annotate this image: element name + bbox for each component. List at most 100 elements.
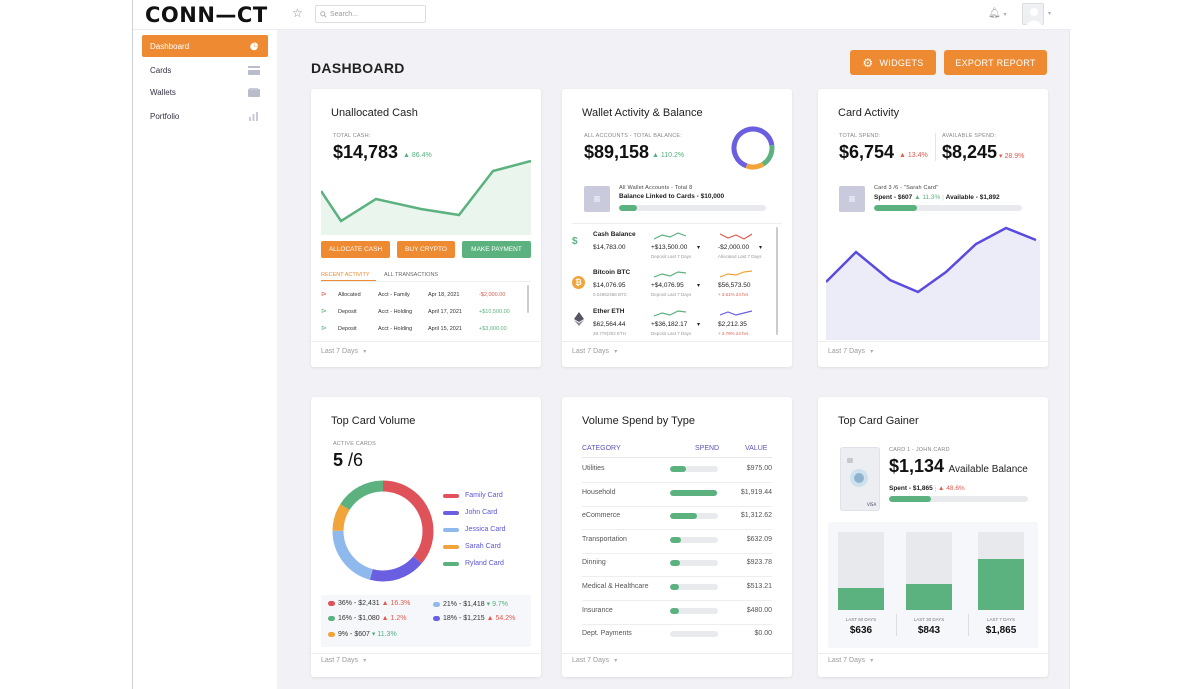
chevron-down-icon[interactable]: ▾ xyxy=(1048,10,1051,17)
table-row: Medical & Healthcare $513.21 xyxy=(582,581,772,603)
chevron-down-icon[interactable]: ▾ xyxy=(697,321,700,328)
tab-recent-activity[interactable]: RECENT ACTIVITY xyxy=(321,272,370,278)
period-label: Last 7 Days xyxy=(572,657,609,664)
period-select[interactable]: Last 7 Days ▾ xyxy=(828,348,873,355)
make-payment-button[interactable]: MAKE PAYMENT xyxy=(462,241,531,258)
card-image: VISA xyxy=(840,447,880,511)
progress-fill xyxy=(619,205,637,211)
bar-column: LAST 30 DAYS $843 xyxy=(906,522,952,648)
total-count: /6 xyxy=(348,450,363,470)
spend-value: $923.78 xyxy=(747,559,772,566)
stat-change: 9.7% xyxy=(492,601,508,608)
total-spend-value: $6,754 xyxy=(839,142,894,163)
stat-text: 9% - $607 xyxy=(338,631,370,638)
available-spend-label: AVAILABLE SPEND: xyxy=(942,133,996,139)
legend-item: Ryland Card xyxy=(443,560,504,567)
legend-swatch xyxy=(443,511,459,515)
linked-label: All Wallet Accounts - Total 8 xyxy=(619,185,692,191)
column-header-spend: SPEND xyxy=(695,445,719,452)
period-select[interactable]: Last 7 Days ▾ xyxy=(572,348,617,355)
bar-value: $843 xyxy=(906,625,952,636)
category-label: Dept. Payments xyxy=(582,630,632,637)
chevron-down-icon[interactable]: ▾ xyxy=(697,244,700,251)
buy-crypto-button[interactable]: BUY CRYPTO xyxy=(397,241,455,258)
card-title: Top Card Gainer xyxy=(838,415,919,427)
gainer-spend-line: Spent - $1,865 | ▲ 48.6% xyxy=(889,485,965,492)
category-label: Household xyxy=(582,489,615,496)
spent-value: Spent - $1,865 xyxy=(889,485,933,492)
period-select[interactable]: Last 7 Days ▾ xyxy=(572,657,617,664)
period-select[interactable]: Last 7 Days ▾ xyxy=(321,348,366,355)
sidebar-item-portfolio[interactable]: Portfolio xyxy=(142,105,268,127)
bar-label: LAST 7 DAYS xyxy=(978,617,1024,622)
change-value: 11.3% xyxy=(922,194,940,201)
spend-fill xyxy=(670,584,679,590)
ethereum-icon xyxy=(574,312,584,326)
spend-bar xyxy=(670,631,718,637)
sidebar-item-label: Wallets xyxy=(150,88,176,97)
top-card-volume-card: Top Card Volume ACTIVE CARDS 5 /6 Family… xyxy=(311,397,541,677)
sidebar-item-wallets[interactable]: Wallets xyxy=(142,81,268,103)
chevron-down-icon[interactable]: ▾ xyxy=(697,282,700,289)
card-title: Volume Spend by Type xyxy=(582,415,695,427)
table-row: ⊳ Deposit Acct - Holding April 15, 2021 … xyxy=(311,321,520,338)
price-value: $56,573.50 xyxy=(718,282,751,289)
bar-column: LAST 7 DAYS $1,865 xyxy=(978,522,1024,648)
progress-fill xyxy=(889,496,931,502)
search-input[interactable]: Search... xyxy=(315,5,426,23)
search-placeholder: Search... xyxy=(330,11,358,18)
sidebar-item-dashboard[interactable]: Dashboard xyxy=(142,35,268,57)
change-down: ▾ 28.9% xyxy=(999,152,1024,160)
period-label: Last 7 Days xyxy=(572,348,609,355)
asset-name: Ether ETH xyxy=(593,308,624,315)
asset-value: $14,783.00 xyxy=(593,244,626,251)
scrollbar[interactable] xyxy=(776,227,778,335)
change-up: ▲ 11.3% xyxy=(914,194,940,201)
category-label: Medical & Healthcare xyxy=(582,583,649,590)
tab-all-transactions[interactable]: ALL TRANSACTIONS xyxy=(384,272,438,278)
credit-card-icon: VISA xyxy=(841,448,881,512)
card-label: CARD 1 - JOHN CARD xyxy=(889,447,950,453)
table-row: ⊳ Deposit Acct - Holding April 17, 2021 … xyxy=(311,304,520,321)
bar-fill xyxy=(906,584,952,610)
star-icon[interactable]: ☆ xyxy=(292,6,303,20)
spend-value: $513.21 xyxy=(747,583,772,590)
allocated-label: Allocated Last 7 Days xyxy=(718,254,762,259)
row-amount: -$2,000.00 xyxy=(479,292,505,298)
legend-swatch xyxy=(443,545,459,549)
sidebar-item-label: Cards xyxy=(150,66,171,75)
allocate-cash-button[interactable]: ALLOCATE CASH xyxy=(321,241,390,258)
row-account: Acct - Holding xyxy=(378,309,412,315)
scrollbar[interactable] xyxy=(527,285,529,313)
logo: CONN—CT xyxy=(145,3,268,27)
widgets-button[interactable]: ⚙ WIDGETS xyxy=(850,50,936,75)
table-row: eCommerce $1,312.62 xyxy=(582,510,772,532)
amount-value: $1,134 xyxy=(889,456,944,476)
row-type: Deposit xyxy=(338,326,357,332)
bar-value: $1,865 xyxy=(978,625,1024,636)
deposit-label: Deposit Last 7 Days xyxy=(651,292,691,297)
sidebar-item-label: Dashboard xyxy=(150,42,189,51)
export-report-button[interactable]: EXPORT REPORT xyxy=(944,50,1047,75)
change-up: ▲ 86.4% xyxy=(403,152,432,159)
stat-item: 16% - $1,080 ▲ 1.2% xyxy=(328,615,406,622)
card-activity-card: Card Activity TOTAL SPEND: $6,754 ▲ 13.4… xyxy=(818,89,1048,367)
stat-item: 18% - $1,215 ▲ 54.2% xyxy=(433,615,515,622)
period-select[interactable]: Last 7 Days ▾ xyxy=(321,657,366,664)
period-label: Last 7 Days xyxy=(828,657,865,664)
sidebar-item-label: Portfolio xyxy=(150,112,179,121)
wallet-activity-card: Wallet Activity & Balance ALL ACCOUNTS -… xyxy=(562,89,792,367)
active-count: 5 xyxy=(333,450,343,470)
bell-icon[interactable]: 🔔︎ ▾ xyxy=(988,8,1007,19)
legend-item: Jessica Card xyxy=(443,526,505,533)
chevron-down-icon[interactable]: ▾ xyxy=(759,244,762,251)
stat-change: 54.2% xyxy=(495,615,515,622)
period-label: Last 7 Days xyxy=(828,348,865,355)
card-spend-line: Spent - $607 ▲ 11.3% | Available - $1,89… xyxy=(874,194,1000,201)
period-select[interactable]: Last 7 Days ▾ xyxy=(828,657,873,664)
change-down: ▲ 13.4% xyxy=(899,152,928,159)
avatar[interactable] xyxy=(1022,3,1044,25)
sidebar-item-cards[interactable]: Cards xyxy=(142,59,268,81)
svg-text:VISA: VISA xyxy=(867,502,877,507)
gainer-amount: $1,134 Available Balance xyxy=(889,456,1028,477)
